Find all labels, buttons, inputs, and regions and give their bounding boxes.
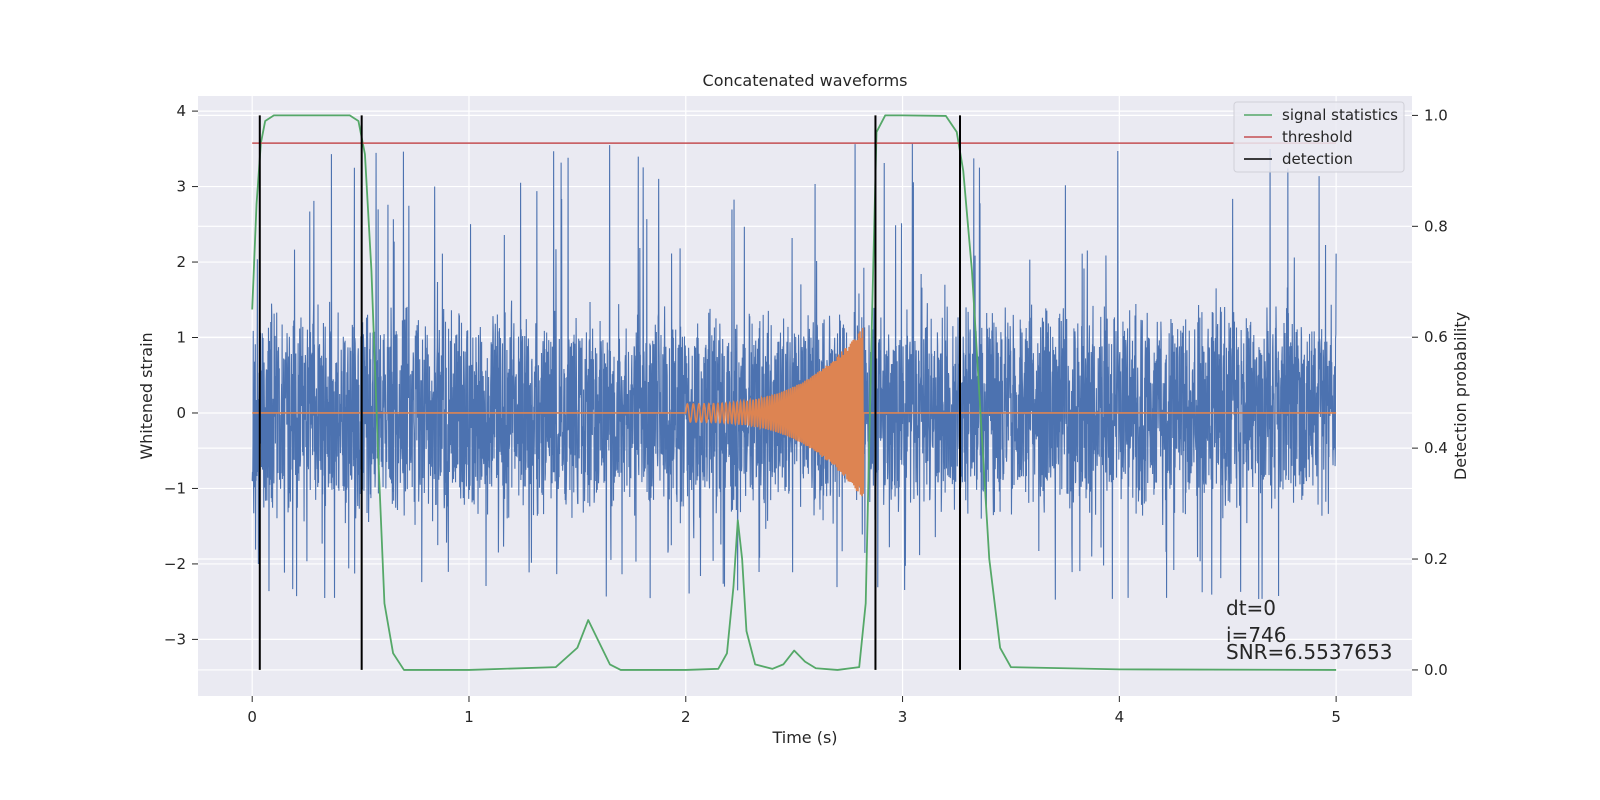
x-tick-label: 1 xyxy=(464,708,474,726)
annotation-i: i=746 xyxy=(1226,623,1287,647)
x-tick-label: 5 xyxy=(1331,708,1341,726)
x-tick-label: 2 xyxy=(681,708,691,726)
chart-title: Concatenated waveforms xyxy=(703,71,908,90)
y-right-tick-label: 1.0 xyxy=(1424,106,1448,124)
annotation-dt: dt=0 xyxy=(1226,596,1276,620)
y-tick-label: 3 xyxy=(176,178,186,196)
y-right-tick-label: 0.0 xyxy=(1424,661,1448,679)
y-tick-label: 4 xyxy=(176,102,186,120)
x-tick-label: 0 xyxy=(247,708,257,726)
x-tick-label: 4 xyxy=(1115,708,1125,726)
y-tick-label: −3 xyxy=(164,630,186,648)
annotation-snr: SNR=6.5537653 xyxy=(1226,640,1392,664)
detection-lines xyxy=(258,115,962,670)
chirp-line xyxy=(252,327,1337,497)
legend-label-threshold: threshold xyxy=(1282,128,1353,146)
annotations: dt=0 i=746 SNR=6.5537653 xyxy=(1226,596,1392,664)
legend: signal statistics threshold detection xyxy=(1233,101,1405,173)
y-right-tick-label: 0.2 xyxy=(1424,550,1448,568)
y-tick-label: −2 xyxy=(164,555,186,573)
y-tick-label: 2 xyxy=(176,253,186,271)
y-right-tick-label: 0.4 xyxy=(1424,439,1448,457)
axes: 0 1 2 3 4 5 −3 −2 −1 0 1 2 3 4 0.0 0.2 0.4 0.6 0.8 1.0 xyxy=(164,102,1448,726)
legend-label-signal-statistics: signal statistics xyxy=(1282,106,1398,124)
y-right-tick-label: 0.6 xyxy=(1424,328,1448,346)
x-tick-label: 3 xyxy=(898,708,908,726)
y-right-tick-label: 0.8 xyxy=(1424,217,1448,235)
chirp-series xyxy=(252,327,1337,497)
y-tick-label: 0 xyxy=(176,404,186,422)
y-tick-label: 1 xyxy=(176,329,186,347)
legend-box xyxy=(1233,101,1405,173)
y-axis-title: Whitened strain xyxy=(137,332,156,459)
y-tick-label: −1 xyxy=(164,479,186,497)
y-axis-right-title: Detection probability xyxy=(1451,312,1470,480)
legend-label-detection: detection xyxy=(1282,150,1353,168)
x-axis-title: Time (s) xyxy=(771,728,837,747)
